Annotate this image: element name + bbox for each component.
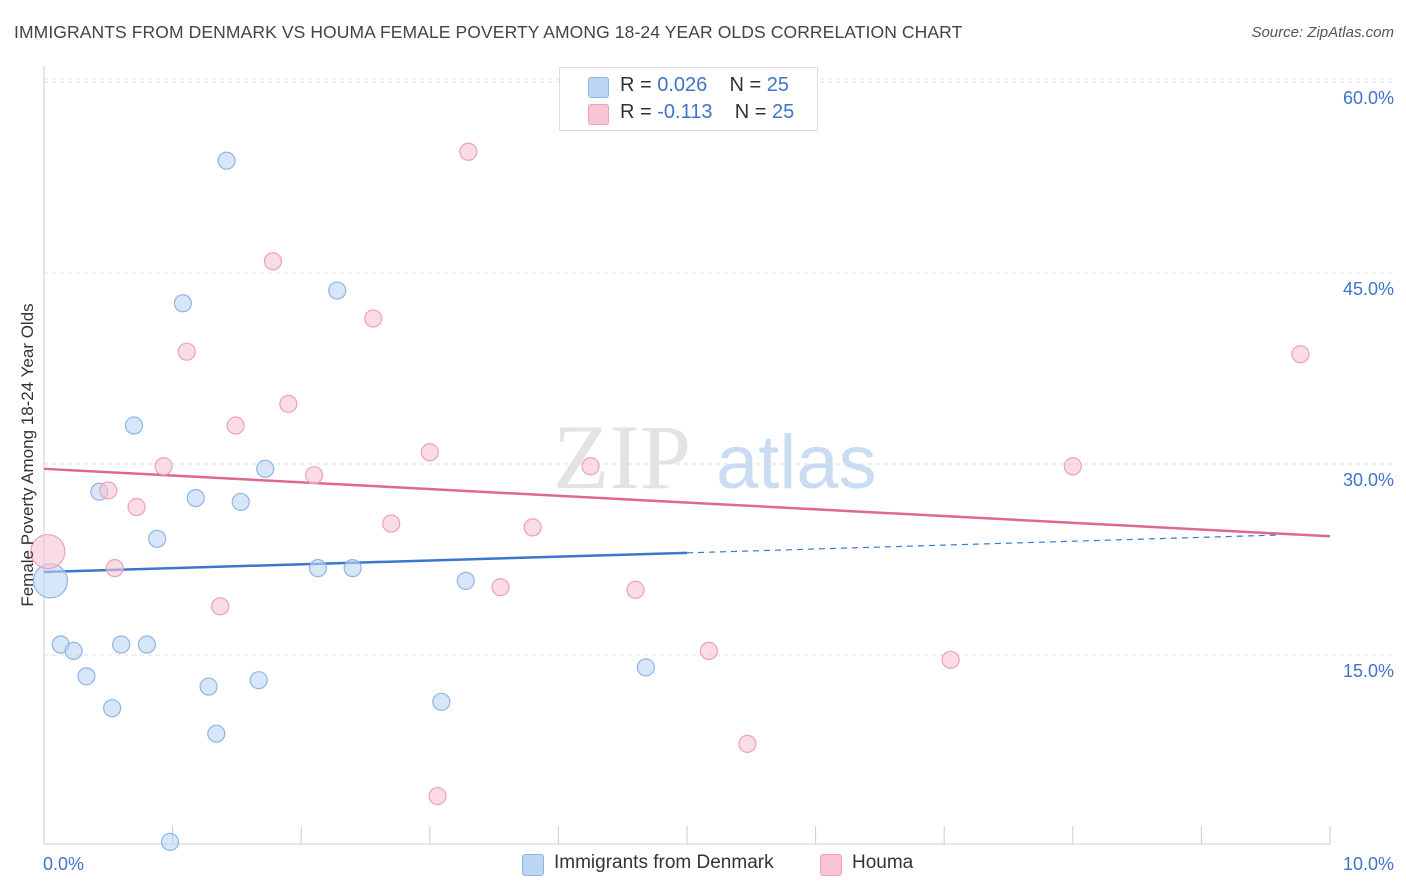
point-houma — [364, 309, 383, 328]
x-tick-label: 0.0% — [43, 854, 84, 874]
trend-line-houma — [43, 467, 1331, 538]
legend-n-denmark: 25 — [766, 74, 790, 96]
y-tick-label: 60.0% — [1343, 88, 1394, 108]
point-houma — [699, 641, 718, 661]
y-tick-label: 45.0% — [1343, 279, 1394, 299]
axes — [43, 66, 1331, 845]
trend-line-denmark-extrapolated — [686, 534, 1279, 554]
point-houma — [626, 580, 645, 599]
point-houma — [105, 559, 124, 578]
point-houma — [177, 342, 196, 361]
point-houma — [1291, 345, 1310, 364]
point-houma — [382, 514, 401, 533]
point-denmark — [148, 529, 167, 548]
point-houma — [211, 597, 230, 616]
point-houma — [263, 252, 283, 271]
x-tick-label: 10.0% — [1343, 854, 1394, 874]
chart-title: IMMIGRANTS FROM DENMARK VS HOUMA FEMALE … — [14, 22, 963, 42]
point-houma — [127, 497, 146, 517]
point-houma — [420, 443, 439, 462]
watermark-atlas: atlas — [716, 420, 877, 505]
point-denmark — [308, 559, 328, 578]
legend-swatch-houma — [588, 104, 609, 125]
point-houma — [941, 650, 960, 669]
legend-swatch-houma-bottom — [820, 854, 842, 876]
legend-r-houma: -0.113 — [657, 101, 713, 123]
point-houma — [581, 457, 600, 476]
data-points — [30, 142, 1310, 852]
trend-lines — [43, 467, 1331, 574]
point-denmark — [137, 635, 156, 654]
point-denmark — [207, 724, 226, 743]
point-denmark — [173, 294, 192, 313]
point-denmark — [112, 635, 131, 654]
point-houma — [428, 786, 447, 806]
watermark: ZIP atlas — [553, 406, 877, 508]
legend-label-houma: Houma — [852, 852, 914, 873]
trend-line-denmark — [43, 551, 688, 574]
point-denmark — [636, 658, 655, 677]
point-denmark — [64, 641, 83, 661]
legend-r-denmark: 0.026 — [657, 74, 708, 96]
point-houma — [304, 466, 324, 485]
point-houma — [459, 142, 478, 161]
y-axis-label: Female Poverty Among 18-24 Year Olds — [18, 303, 37, 607]
point-denmark — [343, 559, 362, 578]
point-denmark — [432, 692, 451, 711]
point-denmark — [217, 151, 236, 170]
point-denmark — [186, 489, 205, 508]
point-denmark — [456, 571, 475, 590]
series-legend: Immigrants from Denmark Houma — [0, 850, 1406, 880]
legend-label-denmark: Immigrants from Denmark — [554, 852, 774, 873]
y-tick-label: 30.0% — [1343, 470, 1394, 490]
legend-n-houma: 25 — [771, 101, 795, 123]
source-label: Source: ZipAtlas.com — [1251, 24, 1394, 41]
point-houma — [491, 578, 510, 597]
point-denmark — [231, 492, 250, 512]
point-houma — [738, 734, 757, 753]
point-houma — [1063, 457, 1082, 476]
point-houma — [523, 518, 542, 537]
gridlines — [44, 78, 1394, 656]
tick-labels: 15.0% 30.0% 45.0% 60.0% 0.0% 10.0% — [43, 88, 1394, 874]
point-houma — [154, 457, 173, 476]
correlation-legend: R = 0.026 N = 25 R = -0.113 N = 25 — [559, 67, 818, 131]
point-denmark — [103, 699, 122, 718]
point-houma — [279, 394, 298, 413]
legend-swatch-denmark — [588, 77, 609, 98]
point-denmark — [124, 416, 144, 435]
watermark-zip: ZIP — [553, 406, 691, 508]
y-tick-label: 15.0% — [1343, 661, 1394, 681]
point-denmark — [77, 667, 96, 686]
point-denmark — [199, 677, 218, 696]
legend-swatch-denmark-bottom — [522, 854, 544, 876]
point-houma — [99, 481, 118, 500]
point-denmark — [160, 832, 180, 852]
point-denmark — [328, 281, 347, 300]
point-denmark — [256, 459, 275, 478]
point-houma — [226, 416, 245, 435]
point-houma — [30, 533, 66, 570]
point-denmark — [249, 671, 268, 690]
